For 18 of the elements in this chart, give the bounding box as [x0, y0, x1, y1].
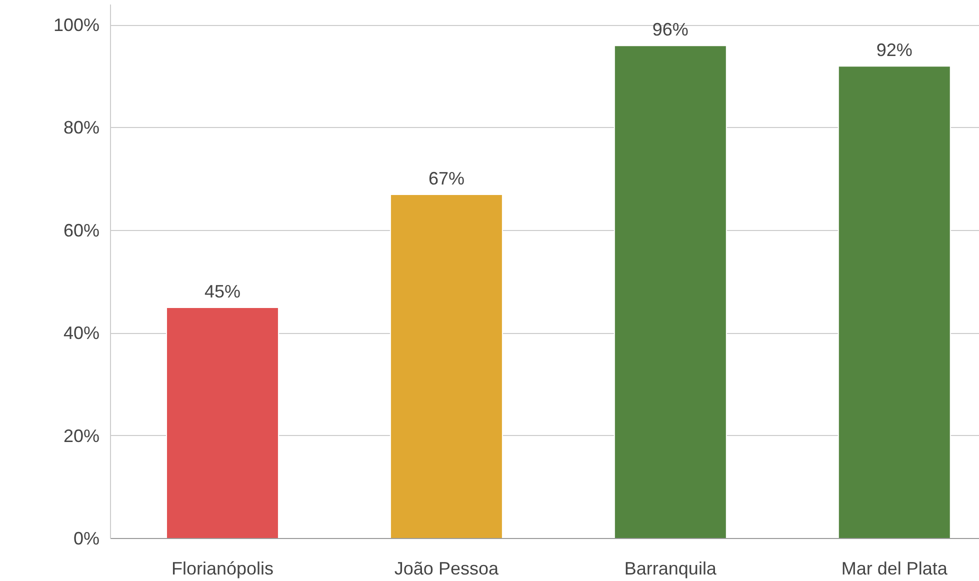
bar — [614, 45, 727, 538]
y-tick-label: 40% — [63, 323, 100, 344]
data-label: 45% — [204, 281, 241, 302]
bar — [166, 306, 279, 538]
x-tick-label: Barranquila — [624, 558, 718, 578]
y-tick-label: 80% — [63, 118, 100, 138]
y-tick-label: 60% — [63, 220, 100, 240]
y-tick-label: 0% — [73, 528, 100, 548]
x-tick-label: Mar del Plata — [841, 558, 948, 578]
x-tick-label: João Pessoa — [394, 558, 500, 578]
bar — [838, 66, 951, 538]
bar — [390, 194, 503, 538]
y-tick-label: 20% — [63, 426, 100, 446]
y-tick-label: 100% — [53, 15, 100, 36]
data-label: 67% — [428, 168, 464, 188]
data-label: 96% — [652, 20, 688, 40]
data-label: 92% — [876, 40, 912, 60]
x-tick-label: Florianópolis — [171, 558, 274, 578]
